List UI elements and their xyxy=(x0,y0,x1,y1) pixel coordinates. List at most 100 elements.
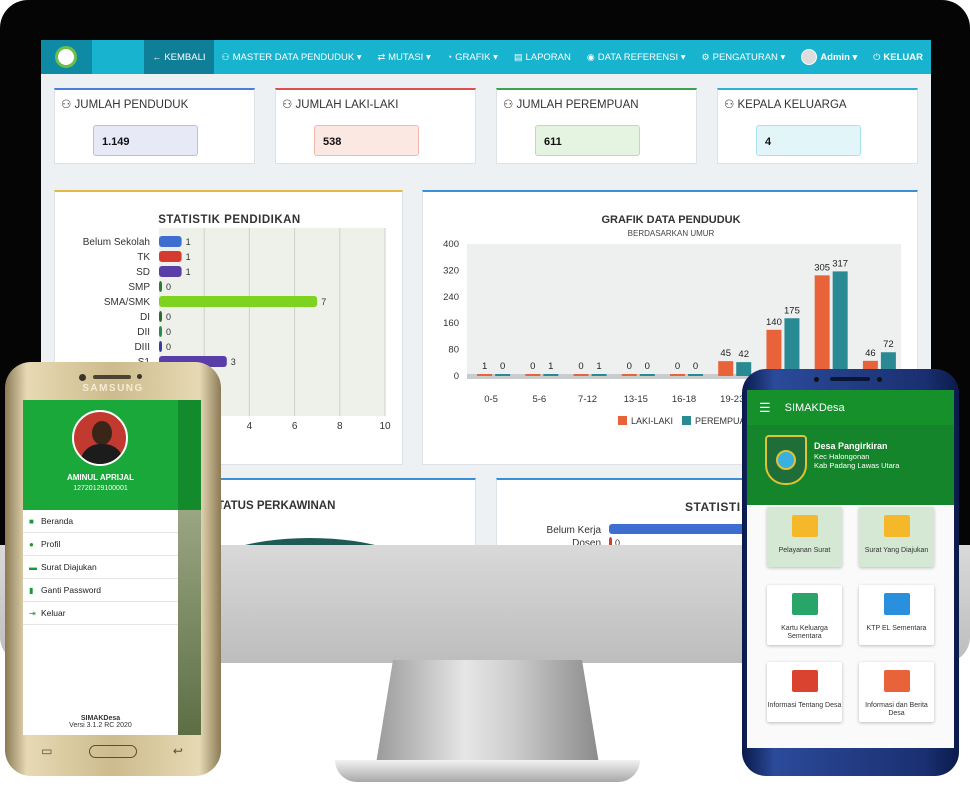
camera-dot xyxy=(79,374,86,381)
tick-label: SD xyxy=(136,267,150,278)
tick-label: 5-6 xyxy=(532,394,546,405)
tile-berita-desa[interactable]: Informasi dan Berita Desa xyxy=(859,662,934,722)
tick-label: 16-18 xyxy=(672,394,696,405)
stat-title: ⚇ JUMLAH PEREMPUAN xyxy=(503,97,639,111)
chart-title: STATISTI xyxy=(685,500,741,514)
home-button[interactable] xyxy=(88,744,137,758)
user-nik: 1272012910000​1 xyxy=(73,485,128,492)
menu-label: Beranda xyxy=(41,516,74,526)
tile-pelayanan-surat[interactable]: Pelayanan Surat xyxy=(767,507,842,567)
nav-admin[interactable]: Admin ▾ xyxy=(793,40,865,74)
nav-label: KELUAR xyxy=(883,51,923,63)
bar xyxy=(688,374,703,376)
data-label: 0 xyxy=(530,361,535,372)
speaker-grille xyxy=(830,377,870,381)
user-icon: ⚇ xyxy=(503,99,517,111)
menu-beranda[interactable]: ■ Beranda xyxy=(23,510,178,533)
bar xyxy=(159,326,162,337)
population-chart-card: 0 80 160 240 320 400 1 0 0-5 0 1 5-6 0 1 7-12 0 0 13-15 0 0… xyxy=(422,190,918,465)
bar xyxy=(784,318,800,376)
tick-label: 8 xyxy=(337,421,343,432)
data-label: 140 xyxy=(766,317,782,328)
avatar xyxy=(72,410,128,466)
stat-value: 538 xyxy=(314,125,419,156)
data-label: 0 xyxy=(645,361,650,372)
data-label: 1 xyxy=(186,267,191,277)
tick-label: Dosen xyxy=(572,538,601,545)
bar xyxy=(477,374,493,376)
legend-swatch xyxy=(618,416,627,425)
app-name: SIMAKDesa xyxy=(80,715,121,722)
sensor-dot xyxy=(137,374,142,379)
nav-data-referensi[interactable]: ◉ DATA REFERENSI ▾ xyxy=(579,40,694,74)
data-label: 72 xyxy=(883,339,894,350)
nav-mutasi[interactable]: ⇄ MUTASI ▾ xyxy=(370,40,439,74)
nav-pengaturan[interactable]: ⚙ PENGATURAN ▾ xyxy=(694,40,794,74)
bar xyxy=(495,374,511,376)
tile-informasi-desa[interactable]: Informasi Tentang Desa xyxy=(767,662,842,722)
tick-label: 19-23 xyxy=(720,394,744,405)
stat-value: 4 xyxy=(756,125,861,156)
nav-keluar[interactable]: ⏻ KELUAR xyxy=(865,40,931,74)
users-icon: ⚇ xyxy=(724,99,738,111)
android-phone: ☰ SIMAKDesa Desa Pangirkiran Kec Halongon… xyxy=(742,369,959,776)
speaker-grille xyxy=(93,375,131,379)
village-name: Desa Pangirkiran xyxy=(814,441,888,451)
tick-label: Belum Kerja xyxy=(547,525,602,536)
tile-surat-diajukan[interactable]: Surat Yang Diajukan xyxy=(859,507,934,567)
nav-label: PENGATURAN ▾ xyxy=(712,51,786,63)
hamburger-menu-icon[interactable]: ☰ xyxy=(759,399,771,415)
bar xyxy=(159,236,182,247)
village-icon xyxy=(792,670,818,692)
back-icon[interactable]: ↩ xyxy=(172,744,183,758)
tile-label: Surat Yang Diajukan xyxy=(864,547,929,554)
bar xyxy=(621,374,637,376)
menu-label: Surat Diajukan xyxy=(41,562,97,572)
data-label: 45 xyxy=(720,348,731,359)
menu-ganti-password[interactable]: ▮ Ganti Password xyxy=(23,579,178,602)
bar xyxy=(159,296,318,307)
menu-surat-diajukan[interactable]: ▬ Surat Diajukan xyxy=(23,556,178,579)
tile-kartu-keluarga[interactable]: Kartu Keluarga Sementara xyxy=(767,585,842,645)
tick-label: 80 xyxy=(448,345,459,356)
nav-laporan[interactable]: ▤ LAPORAN xyxy=(506,40,579,74)
stat-title-text: JUMLAH PENDUDUK xyxy=(74,99,189,111)
bar xyxy=(525,374,541,376)
phone-nav-keys: ▭ ↩ xyxy=(23,740,201,762)
nav-master-data[interactable]: ⚇ MASTER DATA PENDUDUK ▾ xyxy=(214,40,370,74)
nav-label: MUTASI ▾ xyxy=(388,51,431,63)
bar xyxy=(591,374,607,376)
monitor-base xyxy=(335,760,640,782)
user-name: AMINUL APRIJAL xyxy=(66,473,135,482)
camera-dot xyxy=(814,377,819,382)
menu-profil[interactable]: ● Profil xyxy=(23,533,178,556)
bar xyxy=(573,374,589,376)
tick-label: 160 xyxy=(443,318,459,329)
tick-label: 4 xyxy=(247,421,253,432)
data-label: 7 xyxy=(321,297,326,307)
app-title: SIMAKDesa xyxy=(784,401,845,414)
arrow-left-icon: ← xyxy=(152,52,162,62)
tick-label: 6 xyxy=(292,421,298,432)
stat-title-text: JUMLAH PEREMPUAN xyxy=(516,99,639,111)
data-label: 317 xyxy=(832,258,848,269)
data-label: 1 xyxy=(482,361,487,372)
lock-icon: ▮ xyxy=(29,585,34,595)
data-label: 0 xyxy=(166,327,171,337)
menu-keluar[interactable]: ⇥ Keluar xyxy=(23,602,178,625)
exchange-icon: ⇄ xyxy=(377,51,386,62)
data-label: 1 xyxy=(186,237,191,247)
nav-kembali[interactable]: ← KEMBALI xyxy=(144,40,214,74)
samsung-phone: SAMSUNG AMINUL APRIJAL 1272012910000​1 ■… xyxy=(5,362,221,776)
monitor-stand xyxy=(375,660,600,770)
chart-title: TATUS PERKAWINAN xyxy=(217,500,336,512)
users-icon: ⚇ xyxy=(61,99,75,111)
tick-label: 0 xyxy=(454,371,459,382)
tile-ktp-el[interactable]: KTP EL Sementara xyxy=(859,585,934,645)
recent-apps-icon[interactable]: ▭ xyxy=(41,744,53,758)
app-logo[interactable] xyxy=(41,40,92,74)
nav-grafik[interactable]: ◔ GRAFIK ▾ xyxy=(439,40,506,74)
stat-title: ⚇ JUMLAH LAKI-LAKI xyxy=(282,97,398,111)
data-label: 305 xyxy=(814,262,830,273)
data-label: 0 xyxy=(615,538,620,545)
